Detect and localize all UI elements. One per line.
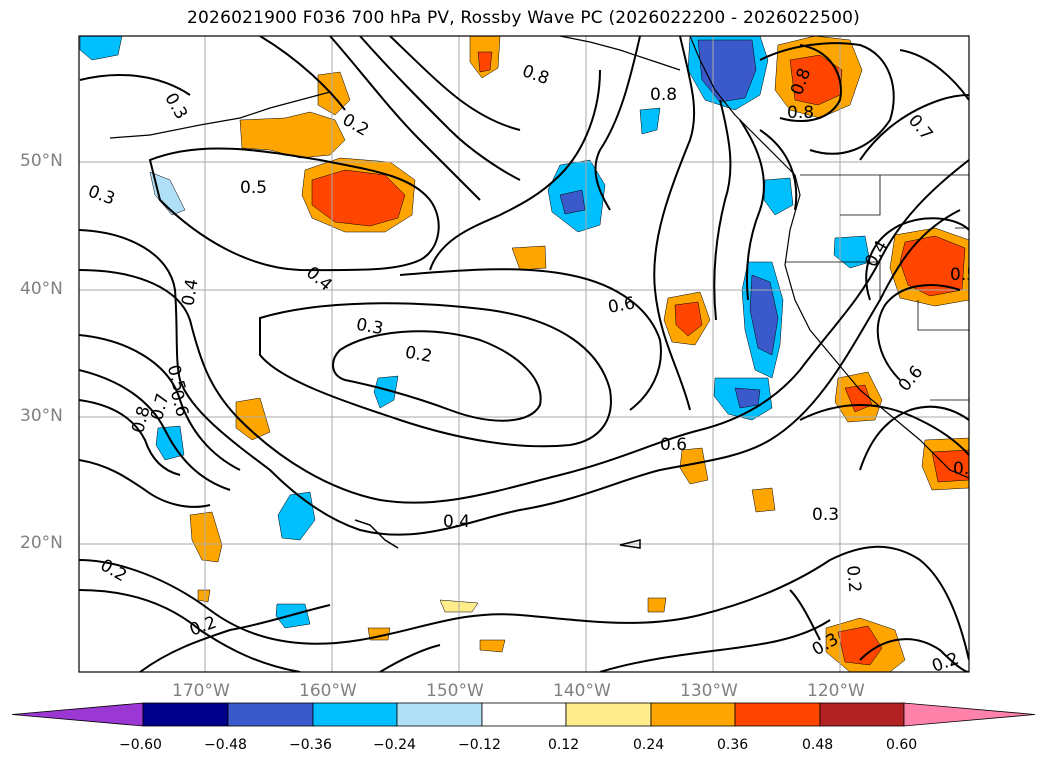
map-plot-area: 0.8 0.8 0.8 0.8 0.7 0.3 0.2 0.3 0.5 0.4 … bbox=[79, 36, 980, 677]
colorbar-low-extend bbox=[11, 702, 144, 727]
lon-label: 130°W bbox=[680, 681, 738, 701]
colorbar-bin bbox=[396, 702, 483, 727]
colorbar-tick: 0.36 bbox=[717, 737, 749, 753]
contour-label: 0.5 bbox=[950, 265, 977, 285]
lat-label: 30°N bbox=[20, 406, 63, 426]
colorbar-high-extend bbox=[903, 702, 1036, 727]
lat-label: 20°N bbox=[20, 533, 63, 553]
colorbar-tick: −0.48 bbox=[204, 737, 247, 753]
lat-label: 50°N bbox=[20, 151, 63, 171]
colorbar-tick: 0.12 bbox=[548, 737, 580, 753]
contour-label: 0.4 bbox=[443, 512, 470, 532]
gridlines bbox=[79, 36, 969, 672]
contour-label: 0.4 bbox=[178, 277, 202, 307]
colorbar-tick: −0.60 bbox=[119, 737, 162, 753]
lon-label: 140°W bbox=[553, 681, 611, 701]
colorbar bbox=[11, 702, 1036, 727]
contour-label: 0.8 bbox=[787, 103, 814, 123]
colorbar-tick: 0.60 bbox=[886, 737, 918, 753]
colorbar-tick: −0.24 bbox=[373, 737, 416, 753]
contour-label: 0.2 bbox=[403, 343, 433, 367]
colorbar-tick: −0.36 bbox=[289, 737, 332, 753]
contour-label: 0.2 bbox=[929, 649, 961, 677]
lon-label: 160°W bbox=[299, 681, 357, 701]
colorbar-bin bbox=[565, 702, 652, 727]
contour-label: 0.2 bbox=[842, 565, 864, 594]
map-frame bbox=[78, 35, 970, 673]
colorbar-bin bbox=[650, 702, 736, 727]
colorbar-bin bbox=[142, 702, 229, 727]
shaded-anomalies bbox=[79, 36, 969, 672]
lat-label: 40°N bbox=[20, 279, 63, 299]
contour-label: 0.5 bbox=[240, 178, 267, 198]
lon-label: 150°W bbox=[426, 681, 484, 701]
colorbar-bin bbox=[819, 702, 905, 727]
colorbar-bin bbox=[734, 702, 821, 727]
contour-label: 0.6 bbox=[660, 435, 687, 455]
colorbar-bin bbox=[227, 702, 314, 727]
colorbar-tick: 0.48 bbox=[802, 737, 834, 753]
contour-label: 0.6 bbox=[953, 459, 980, 479]
contour-label: 0.8 bbox=[650, 85, 677, 105]
map-title: 2026021900 F036 700 hPa PV, Rossby Wave … bbox=[187, 8, 860, 28]
colorbar-tick: −0.12 bbox=[458, 737, 501, 753]
pv-contours bbox=[79, 36, 969, 672]
contour-label: 0.6 bbox=[607, 293, 637, 317]
lon-label: 170°W bbox=[172, 681, 230, 701]
contour-label: 0.3 bbox=[812, 505, 839, 525]
colorbar-tick: 0.24 bbox=[633, 737, 665, 753]
colorbar-bin bbox=[481, 702, 567, 727]
lon-label: 120°W bbox=[807, 681, 865, 701]
contour-label: 0.3 bbox=[355, 315, 385, 339]
colorbar-bin bbox=[312, 702, 398, 727]
